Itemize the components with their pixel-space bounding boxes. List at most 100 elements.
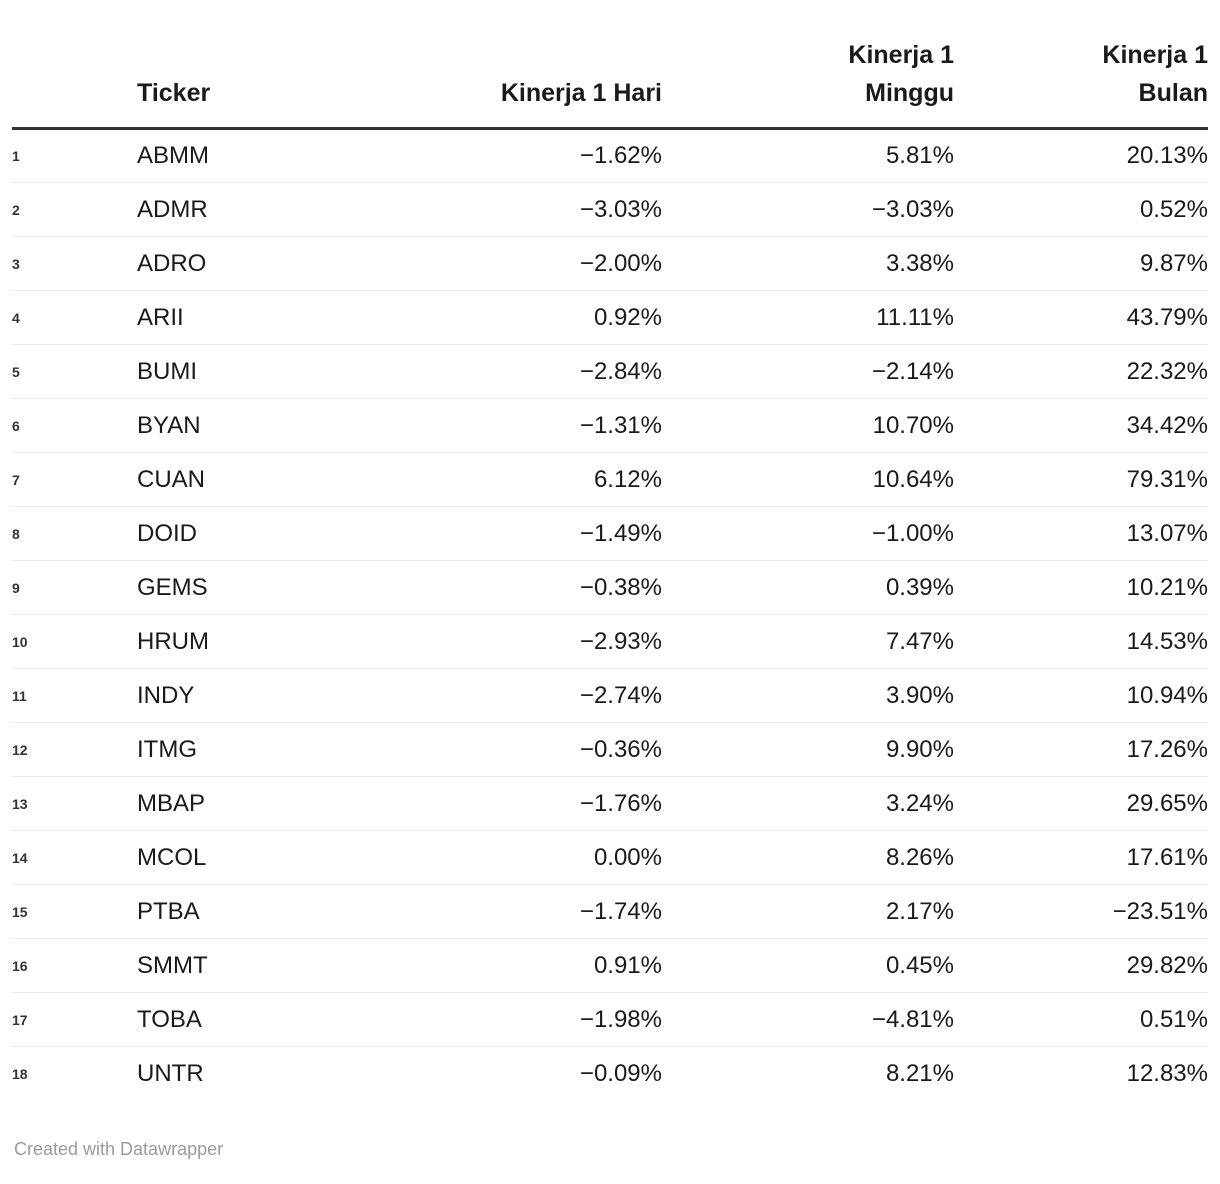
header-row: Ticker Kinerja 1 Hari Kinerja 1 Minggu K… [12, 0, 1208, 130]
row-number-cell: 17 [12, 992, 137, 1047]
row-number-cell: 16 [12, 938, 137, 993]
kinerja-1-minggu-cell: 0.45% [662, 938, 954, 993]
ticker-cell: ARII [137, 290, 299, 345]
ticker-cell: ITMG [137, 722, 299, 777]
kinerja-1-hari-cell: −0.38% [299, 560, 662, 615]
kinerja-1-minggu-cell: 9.90% [662, 722, 954, 777]
col-header-kinerja-1-minggu: Kinerja 1 Minggu [662, 0, 954, 130]
kinerja-1-hari-cell: −0.09% [299, 1046, 662, 1101]
kinerja-1-minggu-cell: 2.17% [662, 884, 954, 939]
row-number-cell: 5 [12, 344, 137, 399]
kinerja-1-minggu-cell: −2.14% [662, 344, 954, 399]
kinerja-1-bulan-cell: 34.42% [954, 398, 1208, 453]
table-row: 16 SMMT 0.91% 0.45% 29.82% [12, 938, 1208, 993]
ticker-cell: HRUM [137, 614, 299, 669]
kinerja-1-bulan-cell: 0.51% [954, 992, 1208, 1047]
kinerja-1-hari-cell: −0.36% [299, 722, 662, 777]
kinerja-1-hari-cell: −3.03% [299, 182, 662, 237]
kinerja-1-hari-cell: 0.91% [299, 938, 662, 993]
kinerja-1-hari-cell: −1.98% [299, 992, 662, 1047]
datawrapper-credit: Created with Datawrapper [14, 1138, 224, 1159]
col-header-ticker: Ticker [137, 0, 299, 130]
row-number-cell: 7 [12, 452, 137, 507]
ticker-cell: PTBA [137, 884, 299, 939]
kinerja-1-minggu-cell: 3.38% [662, 236, 954, 291]
kinerja-1-bulan-cell: −23.51% [954, 884, 1208, 939]
kinerja-1-hari-cell: −2.84% [299, 344, 662, 399]
row-number-cell: 3 [12, 236, 137, 291]
kinerja-1-bulan-cell: 43.79% [954, 290, 1208, 345]
table-row: 11 INDY −2.74% 3.90% 10.94% [12, 668, 1208, 723]
ticker-cell: DOID [137, 506, 299, 561]
kinerja-1-minggu-cell: 11.11% [662, 290, 954, 345]
row-number-cell: 4 [12, 290, 137, 345]
row-number-cell: 9 [12, 560, 137, 615]
kinerja-1-bulan-cell: 13.07% [954, 506, 1208, 561]
performance-table: Ticker Kinerja 1 Hari Kinerja 1 Minggu K… [12, 0, 1208, 1101]
row-number-cell: 18 [12, 1046, 137, 1101]
kinerja-1-bulan-cell: 10.94% [954, 668, 1208, 723]
kinerja-1-bulan-cell: 17.26% [954, 722, 1208, 777]
kinerja-1-bulan-cell: 12.83% [954, 1046, 1208, 1101]
ticker-cell: BYAN [137, 398, 299, 453]
row-number-cell: 13 [12, 776, 137, 831]
kinerja-1-hari-cell: −1.49% [299, 506, 662, 561]
kinerja-1-hari-cell: −2.93% [299, 614, 662, 669]
row-number-cell: 6 [12, 398, 137, 453]
row-number-cell: 11 [12, 668, 137, 723]
ticker-cell: BUMI [137, 344, 299, 399]
kinerja-1-bulan-cell: 0.52% [954, 182, 1208, 237]
kinerja-1-minggu-cell: 8.21% [662, 1046, 954, 1101]
kinerja-1-minggu-cell: 10.70% [662, 398, 954, 453]
kinerja-1-bulan-cell: 29.65% [954, 776, 1208, 831]
col-header-row-number [12, 0, 137, 130]
ticker-cell: INDY [137, 668, 299, 723]
kinerja-1-minggu-cell: −4.81% [662, 992, 954, 1047]
ticker-cell: ABMM [137, 142, 209, 169]
kinerja-1-minggu-cell: 7.47% [662, 614, 954, 669]
table-row: 5 BUMI −2.84% −2.14% 22.32% [12, 344, 1208, 399]
row-number-cell: 8 [12, 506, 137, 561]
table-row: 4 ARII 0.92% 11.11% 43.79% [12, 290, 1208, 345]
table-row: 8 DOID −1.49% −1.00% 13.07% [12, 506, 1208, 561]
table-row: 17 TOBA −1.98% −4.81% 0.51% [12, 992, 1208, 1047]
kinerja-1-minggu-cell: 8.26% [662, 830, 954, 885]
kinerja-1-bulan-cell: 29.82% [954, 938, 1208, 993]
row-number-cell: 1 [12, 148, 20, 164]
kinerja-1-hari-cell: −1.31% [299, 398, 662, 453]
kinerja-1-hari-cell: −2.00% [299, 236, 662, 291]
table-row: 14 MCOL 0.00% 8.26% 17.61% [12, 830, 1208, 885]
kinerja-1-minggu-cell: 3.24% [662, 776, 954, 831]
kinerja-1-hari-cell: 0.00% [299, 830, 662, 885]
col-header-kinerja-1-bulan: Kinerja 1 Bulan [954, 0, 1208, 130]
row-number-cell: 10 [12, 614, 137, 669]
kinerja-1-bulan-cell: 10.21% [954, 560, 1208, 615]
row-number-cell: 15 [12, 884, 137, 939]
kinerja-1-minggu-cell: 0.39% [662, 560, 954, 615]
kinerja-1-hari-cell: 0.92% [299, 290, 662, 345]
kinerja-1-hari-cell: −1.74% [299, 884, 662, 939]
table-body: 1 ABMM −1.62% 5.81% 20.13% 2 ADMR −3.03%… [12, 129, 1208, 1101]
table-row: 13 MBAP −1.76% 3.24% 29.65% [12, 776, 1208, 831]
kinerja-1-hari-cell: −2.74% [299, 668, 662, 723]
table-row: 7 CUAN 6.12% 10.64% 79.31% [12, 452, 1208, 507]
kinerja-1-bulan-cell: 22.32% [954, 344, 1208, 399]
table-row: 10 HRUM −2.93% 7.47% 14.53% [12, 614, 1208, 669]
ticker-cell: TOBA [137, 992, 299, 1047]
kinerja-1-minggu-cell: −1.00% [662, 506, 954, 561]
ticker-cell: ADRO [137, 236, 299, 291]
ticker-cell: SMMT [137, 938, 299, 993]
kinerja-1-bulan-cell: 79.31% [954, 452, 1208, 507]
kinerja-1-hari-cell: −1.62% [579, 142, 662, 169]
table-row: 12 ITMG −0.36% 9.90% 17.26% [12, 722, 1208, 777]
kinerja-1-minggu-cell: 10.64% [662, 452, 954, 507]
kinerja-1-bulan-cell: 14.53% [954, 614, 1208, 669]
ticker-cell: GEMS [137, 560, 299, 615]
kinerja-1-bulan-cell: 20.13% [1126, 142, 1208, 169]
row-number-cell: 12 [12, 722, 137, 777]
ticker-cell: CUAN [137, 452, 299, 507]
table-row: 1 ABMM −1.62% 5.81% 20.13% [12, 129, 1208, 183]
ticker-cell: MBAP [137, 776, 299, 831]
table-row: 9 GEMS −0.38% 0.39% 10.21% [12, 560, 1208, 615]
